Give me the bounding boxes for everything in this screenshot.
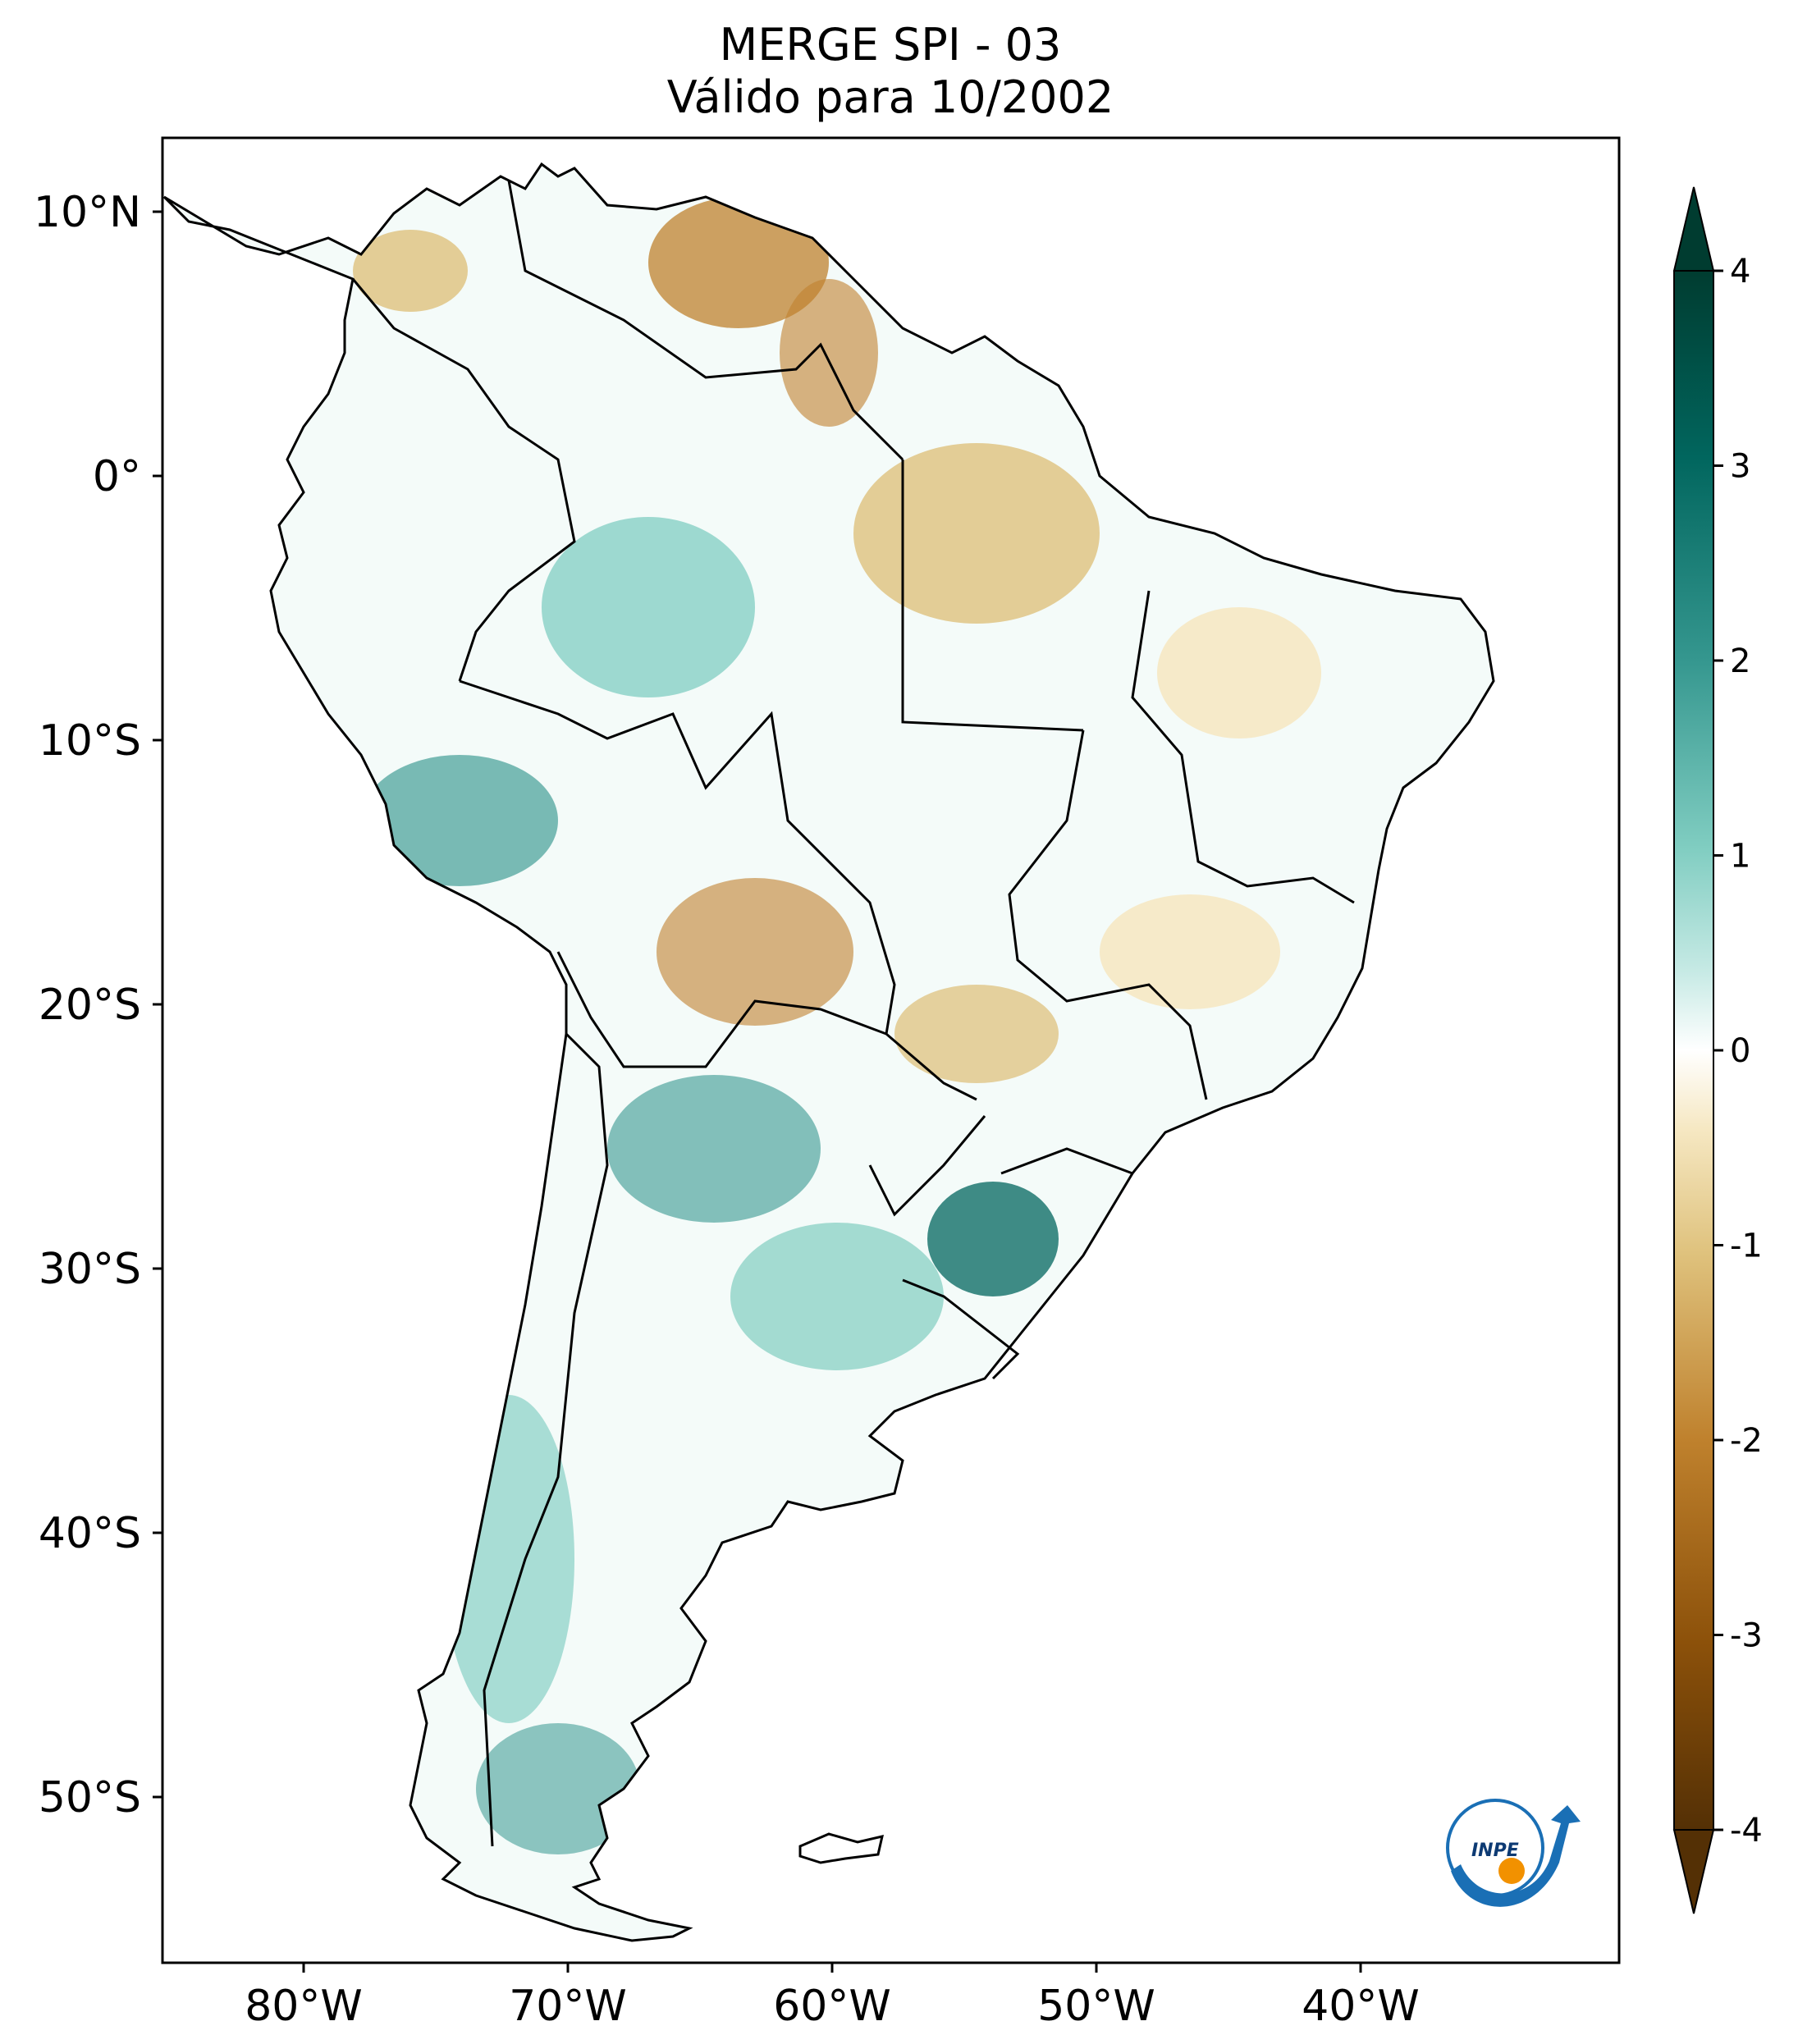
anomaly-goias-dry [1100, 894, 1280, 1009]
inpe-logo: INPE [1446, 1799, 1581, 1907]
colorbar-tick-label: 1 [1730, 838, 1750, 876]
colorbar-tick-label: -3 [1730, 1617, 1763, 1655]
lon-axis: 80°W 70°W 60°W 50°W 40°W [245, 1963, 1420, 2031]
anomaly-argentina-north-wet [607, 1075, 821, 1223]
colorbar-gradient [1673, 270, 1714, 1831]
border-peru-bolivia-brazil [459, 679, 896, 1035]
lon-tick-label: 50°W [1037, 1982, 1155, 2031]
colorbar-tick-label: -2 [1730, 1422, 1763, 1460]
colorbar-tick-label: -4 [1730, 1812, 1763, 1850]
map-subtitle: Válido para 10/2002 [666, 71, 1114, 123]
anomaly-colombia-dry [353, 230, 468, 312]
anomaly-northeast-dry [1157, 607, 1321, 738]
country-borders [351, 180, 1355, 1847]
anomaly-guyana-dry [780, 279, 878, 427]
anomaly-bolivia-dry [657, 878, 853, 1026]
lat-tick-label: 30°S [39, 1245, 141, 1294]
lon-tick-label: 40°W [1302, 1982, 1420, 2031]
colorbar-tick-label: -1 [1730, 1228, 1763, 1265]
anomaly-venezuela-dry [648, 197, 829, 328]
border-brazil-states-center [1008, 729, 1208, 1100]
colorbar-tick-label: 2 [1730, 642, 1750, 680]
border-uruguay [902, 1278, 1020, 1380]
border-brazil-states-north [901, 460, 1084, 732]
border-chile-argentina [483, 1032, 609, 1847]
lat-axis: 10°N 0° 10°S 20°S 30°S 40°S 50°S [34, 188, 162, 1822]
border-colombia-peru [351, 278, 576, 682]
logo-sun-dot [1498, 1858, 1525, 1884]
colorbar: 4 3 2 1 0 -1 -2 -3 -4 [1672, 186, 1763, 1914]
anomaly-para-dry [853, 443, 1100, 624]
colorbar-tick-label: 4 [1730, 253, 1750, 290]
map-frame [161, 136, 1621, 1964]
logo-arrow-swoosh [1451, 1805, 1581, 1907]
anomaly-rs-wet [927, 1182, 1059, 1296]
border-brazil-states-northeast [1131, 590, 1355, 904]
lon-tick-label: 80°W [245, 1982, 363, 2031]
map-title: MERGE SPI - 03 [719, 19, 1062, 71]
lat-tick-label: 20°S [39, 981, 141, 1030]
lon-tick-label: 60°W [773, 1982, 891, 2031]
lat-tick-label: 10°N [34, 188, 141, 237]
lat-tick-label: 50°S [39, 1773, 141, 1822]
falkland-islands [798, 1832, 884, 1864]
logo-text: INPE [1471, 1841, 1519, 1861]
anomaly-peru-wet [361, 755, 558, 886]
lat-tick-label: 10°S [39, 716, 141, 766]
anomaly-ms-dry [894, 985, 1059, 1083]
colorbar-max-extend [1672, 186, 1715, 272]
anomaly-amazonas-wet [542, 517, 755, 697]
border-bolivia-paraguay [556, 951, 977, 1101]
border-argentina-brazil [868, 1115, 986, 1217]
anomaly-south-patagonia-wet [476, 1723, 640, 1854]
anomaly-pampas-wet [730, 1223, 944, 1370]
colorbar-tick-label: 3 [1730, 448, 1750, 486]
border-brazil-states-south [1000, 1147, 1133, 1175]
colorbar-min-extend [1672, 1829, 1715, 1914]
lat-tick-label: 40°S [39, 1509, 141, 1558]
border-venezuela-brazil [507, 180, 904, 461]
colorbar-tick-label: 0 [1730, 1032, 1750, 1070]
lon-tick-label: 70°W [509, 1982, 627, 2031]
lat-tick-label: 0° [93, 452, 141, 501]
